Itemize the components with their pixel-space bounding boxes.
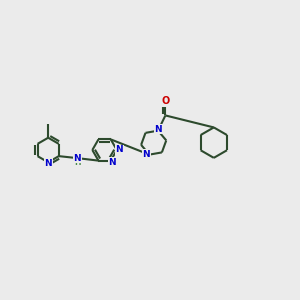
Text: N: N: [44, 159, 52, 168]
Text: H: H: [74, 158, 81, 167]
Text: N: N: [142, 150, 150, 159]
Text: N: N: [116, 146, 123, 154]
Text: O: O: [161, 96, 169, 106]
Text: N: N: [154, 125, 162, 134]
Text: N: N: [108, 158, 116, 167]
Text: N: N: [74, 154, 81, 163]
